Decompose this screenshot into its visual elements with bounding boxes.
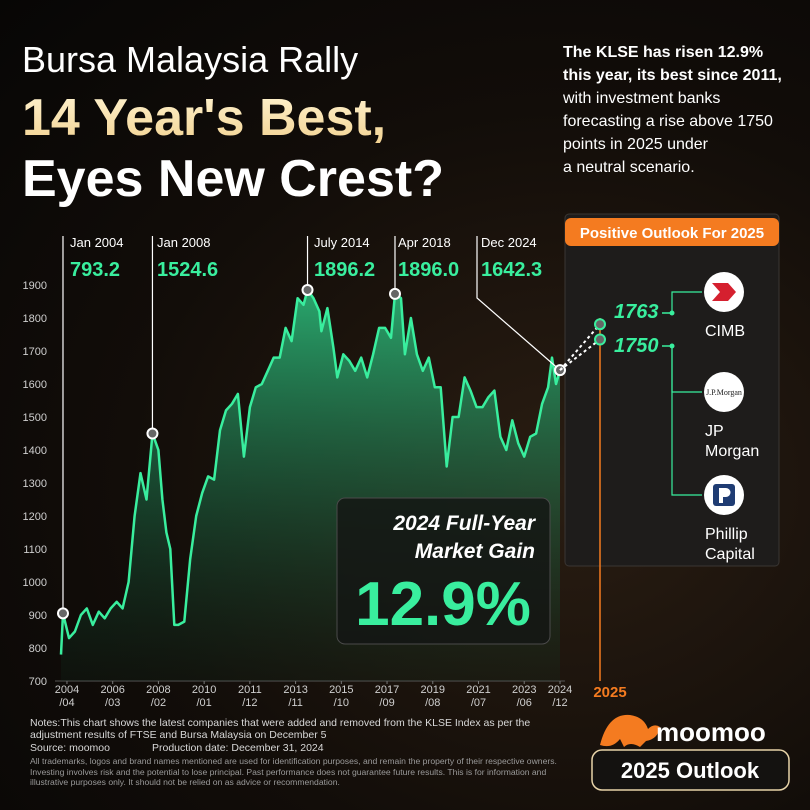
forecast-value: 1750 xyxy=(614,335,659,357)
annotation-dot xyxy=(388,287,401,300)
forecast-dot xyxy=(594,318,606,331)
x-tick-label: /02 xyxy=(151,697,166,709)
x-tick-label: /03 xyxy=(105,697,120,709)
x-tick-label: 2013 xyxy=(283,684,307,696)
gain-title: 2024 Full-Year xyxy=(392,512,536,535)
annotation-leader xyxy=(476,236,561,371)
summary: a neutral scenario. xyxy=(563,159,695,176)
x-tick-label: 2006 xyxy=(100,684,124,696)
forecast-dot xyxy=(594,333,606,346)
annotation-value: 793.2 xyxy=(70,259,120,281)
y-tick-label: 1200 xyxy=(23,511,47,523)
x-tick-label: 2010 xyxy=(192,684,216,696)
x-tick-label: /10 xyxy=(334,697,349,709)
x-tick-label: 2021 xyxy=(466,684,490,696)
y-tick-label: 1700 xyxy=(23,346,47,358)
x-tick-label: 2023 xyxy=(512,684,536,696)
x-tick-label: 2008 xyxy=(146,684,170,696)
y-tick-label: 700 xyxy=(29,676,47,688)
x-tick-label: /01 xyxy=(196,697,211,709)
y-tick-label: 900 xyxy=(29,610,47,622)
summary: The KLSE has risen 12.9% xyxy=(563,44,763,61)
gain-title: Market Gain xyxy=(415,540,535,563)
x-tick-label: /08 xyxy=(425,697,440,709)
x-tick-label: 2004 xyxy=(55,684,79,696)
connector xyxy=(671,346,702,496)
production-date: Production date: December 31, 2024 xyxy=(152,742,324,754)
summary: with investment banks xyxy=(562,90,720,107)
annotation-date: Jan 2008 xyxy=(157,235,211,250)
bank-name: CIMB xyxy=(705,323,745,340)
y-tick-label: 1500 xyxy=(23,412,47,424)
x-tick-label: /11 xyxy=(288,697,302,709)
disclaimer: All trademarks, logos and brand names me… xyxy=(30,756,557,787)
bank-logo-mark xyxy=(712,283,736,301)
title: Bursa Malaysia Rally xyxy=(22,39,358,80)
x-tick-label: 2015 xyxy=(329,684,353,696)
bank-logo xyxy=(704,372,744,412)
x-tick-label: 2017 xyxy=(375,684,399,696)
y-tick-label: 800 xyxy=(29,643,47,655)
annotation-date: Dec 2024 xyxy=(481,235,537,250)
outlook-title: Positive Outlook For 2025 xyxy=(580,225,764,242)
annotation-value: 1524.6 xyxy=(157,259,218,281)
summary: forecasting a rise above 1750 xyxy=(563,113,773,130)
source: Source: moomoo xyxy=(30,742,110,754)
connector xyxy=(671,291,702,313)
y-tick-label: 1300 xyxy=(23,478,47,490)
notes: Notes:This chart shows the latest compan… xyxy=(30,717,531,741)
x-tick-label: /04 xyxy=(59,697,74,709)
annotation-date: Jan 2004 xyxy=(70,235,124,250)
bank-logo-text: J.P.Morgan xyxy=(706,388,742,397)
annotation-date: Apr 2018 xyxy=(398,235,451,250)
annotation-value: 1896.2 xyxy=(314,259,375,281)
x-tick-label: 2024 xyxy=(548,684,572,696)
bank-name: Phillip xyxy=(705,526,748,543)
annotation-dot xyxy=(146,427,159,440)
gain-value: 12.9% xyxy=(355,570,531,639)
bank-logo-mark xyxy=(719,488,731,503)
bank-name: Capital xyxy=(705,546,755,563)
annotation-value: 1642.3 xyxy=(481,259,542,281)
y-tick-label: 1400 xyxy=(23,445,47,457)
annotation-dot xyxy=(301,283,314,296)
x-tick-label: /12 xyxy=(552,697,567,709)
forecast-dash xyxy=(559,338,601,371)
x-tick-label: /07 xyxy=(471,697,486,709)
forecast-label: 2025 xyxy=(593,684,626,701)
y-tick-label: 1900 xyxy=(23,280,47,292)
y-tick-label: 1000 xyxy=(23,577,47,589)
x-tick-label: 2011 xyxy=(238,684,262,696)
x-tick-label: /09 xyxy=(379,697,394,709)
forecast-dash xyxy=(559,323,601,371)
annotation-date: July 2014 xyxy=(314,235,370,250)
y-tick-label: 1800 xyxy=(23,313,47,325)
forecast-value: 1763 xyxy=(614,301,659,323)
y-tick-label: 1600 xyxy=(23,379,47,391)
outlook-header xyxy=(565,218,779,246)
x-tick-label: /06 xyxy=(517,697,532,709)
gain-box xyxy=(336,497,551,645)
annotation-value: 1896.0 xyxy=(398,259,459,281)
headline: Eyes New Crest? xyxy=(22,150,444,208)
annotation-dot xyxy=(56,607,69,620)
x-tick-label: /12 xyxy=(242,697,257,709)
bank-name: JP xyxy=(705,423,724,440)
bank-name: Morgan xyxy=(705,443,759,460)
headline: 14 Year's Best, xyxy=(22,89,386,147)
y-tick-label: 1100 xyxy=(23,544,47,556)
summary: points in 2025 under xyxy=(563,136,709,153)
summary: this year, its best since 2011, xyxy=(563,67,782,84)
x-tick-label: 2019 xyxy=(421,684,445,696)
